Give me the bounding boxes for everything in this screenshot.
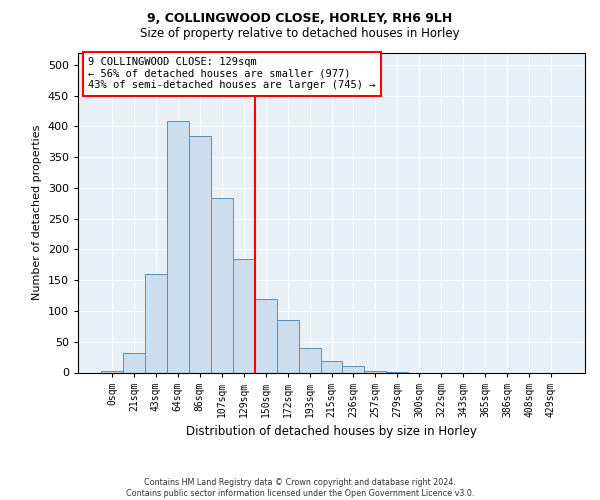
Bar — [211, 198, 233, 372]
Bar — [320, 362, 343, 372]
Text: 9 COLLINGWOOD CLOSE: 129sqm
← 56% of detached houses are smaller (977)
43% of se: 9 COLLINGWOOD CLOSE: 129sqm ← 56% of det… — [88, 58, 376, 90]
Bar — [343, 366, 364, 372]
Bar — [233, 258, 254, 372]
Bar — [145, 274, 167, 372]
Y-axis label: Number of detached properties: Number of detached properties — [32, 125, 42, 300]
Bar — [364, 370, 386, 372]
Bar — [299, 348, 320, 372]
Bar — [254, 298, 277, 372]
Text: 9, COLLINGWOOD CLOSE, HORLEY, RH6 9LH: 9, COLLINGWOOD CLOSE, HORLEY, RH6 9LH — [148, 12, 452, 26]
Bar — [167, 122, 189, 372]
Bar — [277, 320, 299, 372]
Text: Size of property relative to detached houses in Horley: Size of property relative to detached ho… — [140, 28, 460, 40]
Bar — [189, 136, 211, 372]
Bar — [123, 353, 145, 372]
Text: Contains HM Land Registry data © Crown copyright and database right 2024.
Contai: Contains HM Land Registry data © Crown c… — [126, 478, 474, 498]
X-axis label: Distribution of detached houses by size in Horley: Distribution of detached houses by size … — [186, 425, 477, 438]
